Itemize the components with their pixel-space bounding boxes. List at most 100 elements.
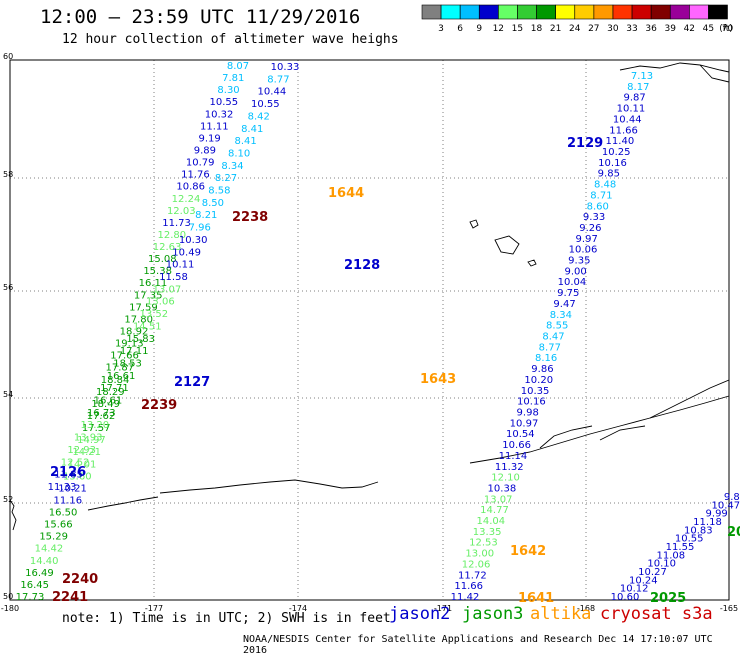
swh-value: 10.66	[502, 440, 531, 451]
swh-value: 8.34	[221, 161, 243, 172]
swh-value: 8.47	[542, 332, 564, 343]
swh-value: 8.48	[594, 180, 616, 191]
swh-value: 8.16	[535, 353, 557, 364]
swh-value: 10.44	[258, 87, 287, 98]
pribilof-islands	[469, 219, 537, 267]
legend-tick-label: 24	[569, 24, 581, 34]
swh-value: 8.30	[217, 85, 239, 96]
page-title: 12:00 – 23:59 UTC 11/29/2016	[40, 6, 361, 28]
swh-value: 12.63	[153, 242, 182, 253]
swh-value: 11.85	[54, 470, 83, 481]
swh-value: 12.03	[167, 206, 196, 217]
swh-value: 11.18	[693, 517, 722, 528]
swh-value: 9.47	[553, 299, 575, 310]
swh-value: 10.24	[629, 575, 658, 586]
track-b: 10.338.7710.4410.558.428.418.418.108.348…	[48, 62, 300, 493]
swh-value: 9.99	[706, 509, 728, 520]
color-legend: 3 6 9 12 15 18 21 24 27 30 33 36 39 42 45 70(ft)	[421, 4, 734, 34]
swh-value: 13.35	[473, 527, 502, 538]
swh-value: 11.14	[499, 451, 528, 462]
track-d: 9.8910.479.9911.1810.8310.5511.5511.0810…	[611, 492, 740, 603]
lon-tick-label: -177	[145, 604, 163, 613]
swh-value: 8.27	[215, 173, 237, 184]
swh-value: 10.60	[611, 592, 640, 603]
swh-value: 8.50	[202, 198, 224, 209]
pass-label: 1642	[510, 544, 546, 559]
swh-value: 10.21	[58, 483, 87, 494]
track-c: 7.138.179.8710.1110.4411.6611.4010.2510.…	[451, 71, 653, 603]
swh-value: 13.60	[63, 471, 92, 482]
pass-label: 2128	[344, 258, 380, 273]
lat-tick-label: 50	[3, 592, 13, 601]
swh-value: 9.35	[568, 256, 590, 267]
swh-value: 10.27	[638, 567, 667, 578]
swh-value: 9.00	[564, 266, 586, 277]
swh-value: 12.06	[462, 559, 491, 570]
swh-value: 10.47	[712, 500, 740, 511]
swh-value: 13.20	[80, 420, 109, 431]
swh-value: 16.61	[107, 371, 136, 382]
swh-value: 18.49	[91, 399, 120, 410]
swh-value: 13.52	[140, 309, 169, 320]
swh-value: 8.10	[228, 148, 250, 159]
lat-tick-label: 52	[3, 495, 13, 504]
swh-value: 13.93	[74, 433, 103, 444]
lon-tick-label: -180	[1, 604, 19, 613]
swh-value: 8.42	[248, 111, 270, 122]
swh-value: 15.83	[126, 334, 155, 345]
legend-tick-label: 12	[493, 24, 504, 34]
swh-value: 8.41	[241, 124, 263, 135]
swh-value: 16.11	[139, 278, 168, 289]
swh-value: 11.58	[159, 272, 188, 283]
swh-value: 15.38	[143, 266, 172, 277]
swh-value: 16.49	[25, 568, 54, 579]
swh-value: 9.19	[199, 133, 221, 144]
swh-value: 11.16	[53, 495, 82, 506]
swh-value: 10.04	[558, 277, 587, 288]
swh-value: 10.25	[602, 147, 631, 158]
swh-value: 11.66	[609, 125, 638, 136]
swh-value: 8.60	[587, 201, 609, 212]
swh-value: 10.16	[598, 158, 627, 169]
swh-value: 10.54	[506, 429, 535, 440]
legend-tick-label: 70	[722, 24, 734, 34]
swh-value: 10.86	[176, 182, 205, 193]
swh-value: 16.61	[94, 396, 123, 407]
pass-label: 2238	[232, 210, 268, 225]
swh-value: 9.89	[194, 145, 216, 156]
aleutian-islands-east	[469, 395, 730, 464]
pass-label: 2239	[141, 398, 177, 413]
swh-value: 12.24	[172, 194, 201, 205]
swh-value: 10.30	[179, 235, 208, 246]
legend-jason2: jason2	[389, 604, 451, 624]
swh-value: 10.11	[166, 260, 195, 271]
swh-value: 9.33	[583, 212, 605, 223]
lat-tick-label: 58	[3, 170, 13, 179]
swh-value: 14.42	[35, 544, 64, 555]
swh-value: 10.32	[205, 109, 234, 120]
legend-tick-label: 39	[664, 24, 676, 34]
swh-value: 8.71	[590, 190, 612, 201]
legend-tick-label: 21	[550, 24, 561, 34]
swh-value: 10.11	[617, 104, 646, 115]
swh-value: 8.21	[195, 210, 217, 221]
swh-value: 10.83	[684, 525, 713, 536]
lon-tick-label: -165	[720, 604, 738, 613]
swh-value: 10.20	[524, 375, 553, 386]
swh-value: 15.66	[44, 520, 73, 531]
swh-value: 11.40	[606, 136, 635, 147]
swh-value: 18.84	[101, 375, 130, 386]
swh-value: 14.77	[480, 505, 509, 516]
swh-value: 8.58	[208, 186, 230, 197]
legend-tick-label: 27	[588, 24, 599, 34]
pass-label: 1644	[328, 186, 364, 201]
swh-value: 17.35	[134, 290, 163, 301]
page-subtitle: 12 hour collection of altimeter wave hei…	[62, 32, 399, 47]
legend-tick-label: 3	[438, 24, 444, 34]
swh-value: 8.17	[627, 82, 649, 93]
swh-value: 11.76	[181, 170, 210, 181]
pass-label: 1643	[420, 372, 456, 387]
swh-value: 8.41	[235, 136, 257, 147]
swh-value: 17.73	[16, 592, 45, 603]
